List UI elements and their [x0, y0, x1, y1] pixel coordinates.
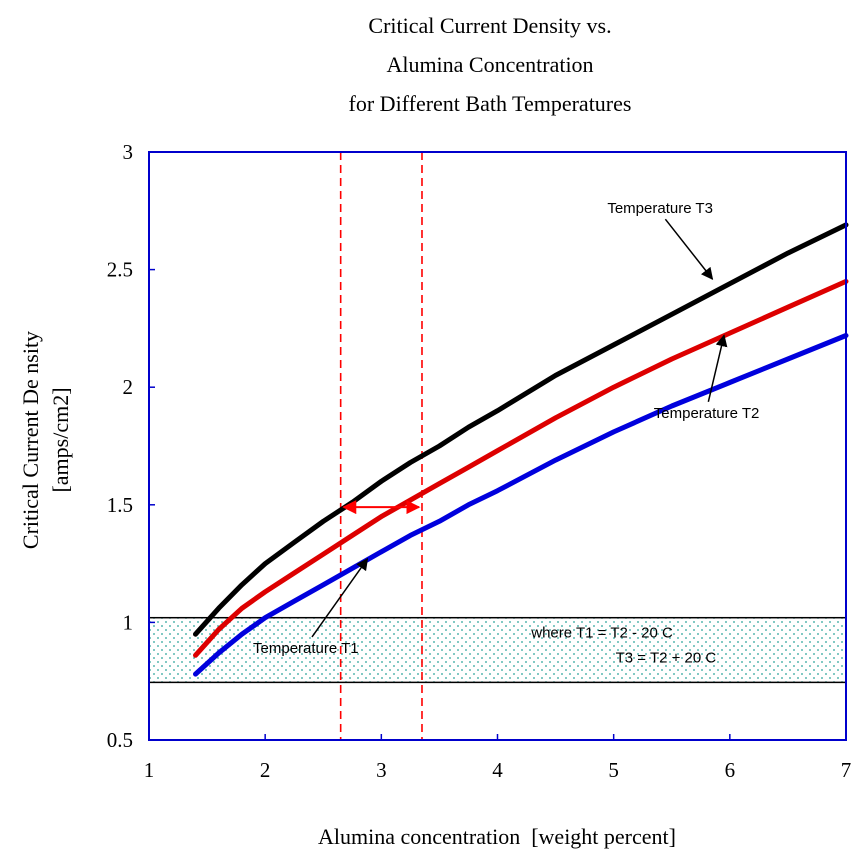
band-note-1: where T1 = T2 - 20 C	[530, 625, 673, 642]
y-axis-label-line-2: [amps/cm2]	[48, 387, 73, 492]
y-axis-label: Critical Current De nsity [amps/cm2]	[18, 331, 73, 549]
annotation-label-2: Temperature T2	[654, 405, 760, 422]
series-line-3	[193, 333, 849, 677]
annotation-arrow-1	[664, 218, 714, 280]
annotation-arrow-2	[707, 334, 728, 402]
chart-title: Critical Current Density vs. Alumina Con…	[349, 13, 632, 116]
annotation-label-1: Temperature T3	[607, 200, 713, 217]
y-tick-label-0: 0.5	[107, 728, 133, 752]
annotations-layer: Temperature T3 Temperature T2 Temperature …	[253, 200, 759, 666]
series-line-2	[193, 278, 849, 658]
y-axis-ticks: 0.5 1 1.5 2 2.5 3	[107, 140, 155, 752]
reference-lines-layer	[339, 152, 423, 740]
x-tick-label-1: 2	[260, 758, 271, 782]
title-line-1: Critical Current Density vs.	[368, 13, 611, 38]
x-tick-label-5: 6	[725, 758, 736, 782]
y-axis-label-line-1: Critical Current De nsity	[18, 331, 43, 549]
y-tick-label-3: 2	[123, 375, 134, 399]
title-line-3: for Different Bath Temperatures	[349, 91, 632, 116]
annotation-label-3: Temperature T1	[253, 640, 359, 657]
annotation-arrow-3	[311, 557, 369, 638]
shaded-band-layer	[148, 616, 847, 684]
x-axis-label: Alumina concentration [weight percent]	[318, 824, 676, 849]
series-line-1	[193, 222, 849, 637]
y-tick-label-1: 1	[123, 610, 134, 634]
series-layer	[193, 222, 849, 677]
x-axis-ticks: 1 2 3 4 5 6 7	[144, 734, 852, 782]
band-note-2: T3 = T2 + 20 C	[616, 649, 717, 666]
x-tick-label-0: 1	[144, 758, 155, 782]
x-tick-label-4: 5	[608, 758, 619, 782]
title-line-2: Alumina Concentration	[386, 52, 593, 77]
y-tick-label-4: 2.5	[107, 258, 133, 282]
x-tick-label-2: 3	[376, 758, 387, 782]
x-tick-label-3: 4	[492, 758, 503, 782]
x-tick-label-6: 7	[841, 758, 852, 782]
y-tick-label-2: 1.5	[107, 493, 133, 517]
shaded-band	[148, 616, 847, 684]
y-tick-label-5: 3	[123, 140, 134, 164]
